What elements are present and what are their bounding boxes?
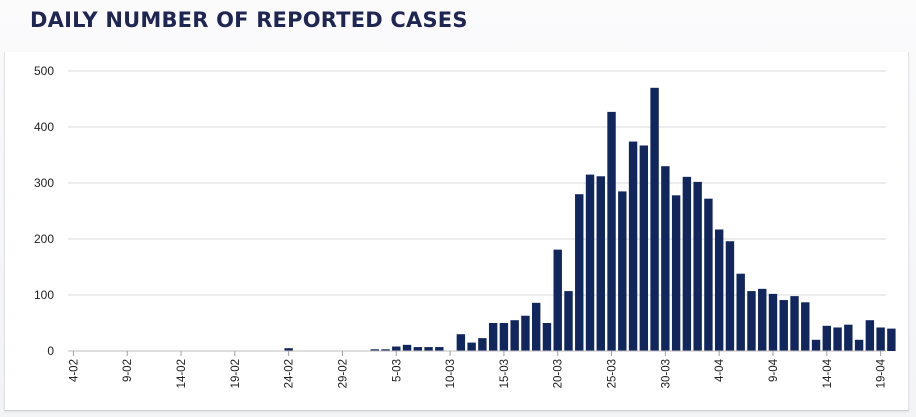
- bar: [381, 349, 390, 351]
- x-tick-label: 5-03: [391, 359, 403, 382]
- bar: [370, 349, 379, 351]
- y-tick-label: 400: [34, 120, 54, 134]
- bar: [833, 327, 842, 351]
- bar: [532, 302, 541, 351]
- bar: [521, 315, 530, 351]
- x-tick-label: 4-02: [68, 359, 80, 382]
- bar: [488, 323, 498, 351]
- bar: [402, 344, 412, 351]
- bar: [714, 229, 724, 351]
- x-tick-label: 29-02: [337, 359, 349, 388]
- y-tick-label: 300: [34, 176, 54, 190]
- bar: [876, 327, 885, 351]
- bar: [456, 334, 466, 351]
- x-tick-label: 25-03: [607, 359, 619, 388]
- bar: [413, 347, 423, 351]
- bar: [284, 348, 293, 351]
- x-tick-label: 24-02: [284, 359, 296, 388]
- bar: [801, 302, 810, 351]
- bar: [725, 241, 735, 351]
- bar: [811, 339, 821, 351]
- bar: [499, 323, 509, 351]
- bar: [510, 320, 519, 351]
- bar: [542, 323, 552, 351]
- bar: [392, 346, 401, 351]
- x-tick-label: 15-03: [499, 359, 511, 388]
- y-tick-label: 0: [47, 344, 54, 358]
- bar: [575, 194, 584, 351]
- y-tick-label: 100: [34, 288, 54, 302]
- bar: [704, 198, 713, 351]
- bar: [671, 195, 681, 351]
- bar: [467, 342, 476, 351]
- bar: [747, 291, 756, 351]
- bar: [424, 347, 433, 351]
- bar: [478, 338, 487, 351]
- x-tick-label: 19-04: [876, 358, 888, 388]
- bar: [822, 325, 832, 351]
- x-tick-label: 9-04: [768, 358, 780, 382]
- bar: [596, 176, 605, 351]
- y-tick-label: 500: [34, 64, 54, 78]
- bar: [844, 324, 853, 351]
- bar: [736, 273, 745, 351]
- x-tick-label: 9-02: [122, 359, 134, 382]
- bar: [564, 291, 573, 351]
- bar: [661, 166, 670, 351]
- bar: [607, 111, 616, 351]
- bar: [628, 141, 638, 351]
- x-tick-label: 10-03: [445, 359, 457, 388]
- y-axis-ticks: 0 100 200 300 400 500: [34, 64, 54, 358]
- bar: [682, 176, 692, 351]
- bar: [790, 296, 799, 351]
- x-tick-label: 19-02: [230, 359, 242, 388]
- x-tick-label: 30-03: [660, 359, 672, 388]
- bar: [435, 347, 444, 351]
- bar: [650, 87, 659, 352]
- chart-title: DAILY NUMBER OF REPORTED CASES: [30, 8, 468, 32]
- bar: [865, 320, 875, 351]
- bar: [693, 181, 702, 351]
- y-tick-label: 200: [34, 232, 54, 246]
- bar: [768, 293, 778, 351]
- bar: [553, 249, 562, 351]
- bar: [585, 174, 595, 351]
- grid-lines: [68, 70, 886, 296]
- x-tick-label: 14-02: [176, 359, 188, 388]
- x-tick-label: 14-04: [822, 358, 834, 388]
- x-tick-label: 4-04: [714, 358, 726, 382]
- bar: [887, 328, 896, 351]
- bar-series: [284, 87, 896, 352]
- x-tick-label: 20-03: [553, 359, 565, 388]
- bar: [779, 300, 788, 351]
- x-axis-ticks: 4-02 9-02 14-02 19-02 24-02 29-02 5-03 10-03 15-…: [68, 351, 888, 388]
- bar: [618, 191, 627, 351]
- bar: [854, 339, 864, 351]
- bar: [758, 288, 767, 351]
- bar: [639, 145, 649, 351]
